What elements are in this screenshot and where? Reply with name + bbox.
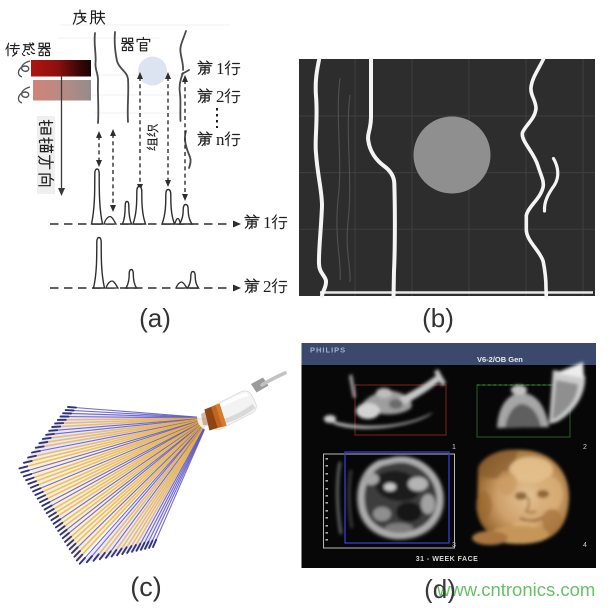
- svg-text:(b): (b): [422, 303, 454, 333]
- svg-text:(a): (a): [139, 303, 171, 333]
- svg-text:1: 1: [452, 444, 456, 451]
- svg-text:n: n: [216, 130, 225, 149]
- svg-text:V6-2/OB Gen: V6-2/OB Gen: [477, 355, 523, 364]
- svg-text:1: 1: [263, 213, 272, 232]
- svg-text:2: 2: [263, 277, 272, 296]
- svg-text:31 - WEEK FACE: 31 - WEEK FACE: [416, 556, 479, 563]
- svg-text:(c): (c): [130, 572, 161, 602]
- svg-text:2: 2: [216, 87, 225, 106]
- svg-text:www.cntronics.com: www.cntronics.com: [436, 579, 595, 600]
- svg-text:(d): (d): [424, 574, 456, 603]
- svg-text:1: 1: [216, 59, 225, 78]
- svg-text:4: 4: [583, 542, 587, 549]
- svg-text:2: 2: [583, 444, 587, 451]
- svg-text:PHILIPS: PHILIPS: [310, 346, 346, 355]
